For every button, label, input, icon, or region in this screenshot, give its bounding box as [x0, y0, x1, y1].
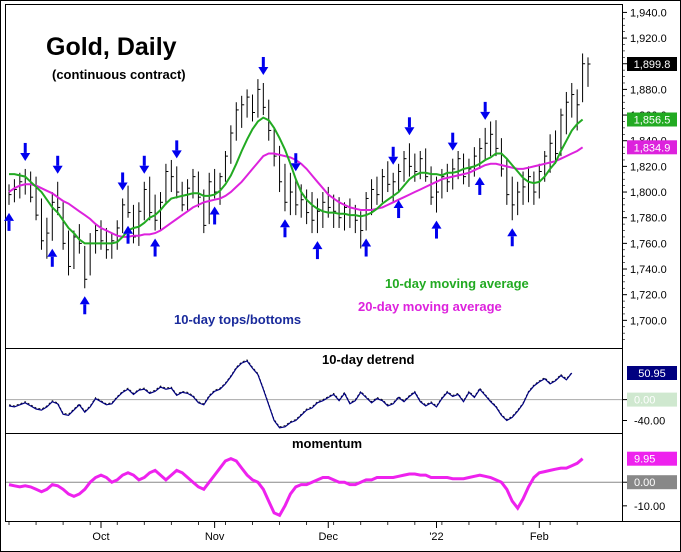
cycle-bottom-arrow — [361, 238, 372, 257]
ma20-annotation: 20-day moving average — [358, 299, 502, 314]
arrow-head — [117, 182, 128, 191]
chart-title: Gold, Daily — [46, 33, 177, 61]
cycle-bottom-arrow — [393, 200, 404, 219]
cycle-top-arrow — [139, 155, 150, 174]
arrow-head — [47, 248, 58, 257]
x-tick-label: Nov — [205, 531, 225, 543]
ma10-last-tag: 1,856.5 — [627, 112, 677, 127]
price-tick-label: 1,740.0 — [630, 264, 667, 276]
arrow-head — [150, 238, 161, 247]
price-tick-label: 1,780.0 — [630, 213, 667, 225]
ma10-last-value: 1,856.5 — [634, 115, 671, 127]
cycle-bottom-arrow — [150, 238, 161, 257]
arrow-head — [258, 66, 269, 75]
arrow-head — [393, 200, 404, 209]
arrow-head — [123, 225, 134, 234]
detrend-line — [8, 360, 573, 429]
detrend-title: 10-day detrend — [322, 352, 415, 367]
ma20-last-value: 1,834.9 — [634, 142, 671, 154]
arrow-head — [431, 220, 442, 229]
arrow-head — [361, 238, 372, 247]
cycle-top-arrow — [20, 142, 31, 161]
price-tick-label: 1,940.0 — [630, 7, 667, 19]
arrow-head — [447, 142, 458, 151]
cycle-top-arrow — [171, 140, 182, 159]
cycle-arrows — [4, 56, 518, 315]
detrend-zero-value: 0.00 — [634, 395, 655, 407]
cycle-top-arrow — [388, 146, 399, 165]
cycle-top-arrow — [258, 56, 269, 75]
price-tick-label: 1,760.0 — [630, 238, 667, 250]
detrend-last-value: 50.95 — [638, 368, 666, 380]
detrend-last-tag: 50.95 — [627, 366, 677, 380]
ma10-annotation: 10-day moving average — [385, 276, 529, 291]
arrow-head — [79, 296, 90, 305]
arrow-head — [312, 241, 323, 250]
cycle-bottom-arrow — [47, 248, 58, 267]
cycle-bottom-arrow — [279, 219, 290, 238]
price-tick-label: 1,720.0 — [630, 290, 667, 302]
cycle-top-arrow — [447, 132, 458, 151]
x-axis: Oct Nov Dec '22 Feb — [8, 521, 578, 543]
price-last-value: 1,899.8 — [634, 59, 671, 71]
arrow-head — [290, 163, 301, 172]
arrow-head — [139, 165, 150, 174]
price-tick-label: 1,820.0 — [630, 161, 667, 173]
cycle-bottom-arrow — [507, 228, 518, 247]
cycle-bottom-arrow — [79, 296, 90, 315]
x-tick-label: Oct — [92, 531, 109, 543]
arrow-head — [279, 219, 290, 228]
price-tick-label: 1,880.0 — [630, 84, 667, 96]
price-tick-label: 1,700.0 — [630, 315, 667, 327]
momentum-zero-value: 0.00 — [634, 477, 655, 489]
arrow-head — [480, 111, 491, 120]
x-tick-label: Feb — [530, 531, 549, 543]
cycle-bottom-arrow — [312, 241, 323, 260]
cycle-top-arrow — [480, 101, 491, 120]
cycle-bottom-arrow — [4, 212, 14, 231]
momentum-axis: -10.00 — [622, 481, 665, 513]
detrend-zero-tag: 0.00 — [627, 392, 677, 407]
ma20-last-tag: 1,834.9 — [627, 140, 677, 155]
cycle-bottom-arrow — [123, 225, 134, 244]
cycle-top-arrow — [404, 117, 415, 136]
arrow-head — [20, 152, 31, 161]
arrow-head — [507, 228, 518, 237]
cycle-top-arrow — [52, 155, 63, 174]
arrow-head — [474, 176, 485, 185]
momentum-zero-tag: 0.00 — [627, 475, 677, 490]
price-tick-label: 1,920.0 — [630, 33, 667, 45]
arrow-head — [388, 156, 399, 165]
cycle-bottom-arrow — [474, 176, 485, 195]
cycle-top-arrow — [290, 153, 301, 172]
detrend-axis: -40.00 — [622, 399, 665, 428]
arrow-head — [171, 150, 182, 159]
arrow-head — [209, 206, 220, 215]
cycles-annotation: 10-day tops/bottoms — [174, 312, 301, 327]
x-tick-label: '22 — [429, 531, 443, 543]
arrow-head — [4, 212, 14, 221]
cycle-bottom-arrow — [209, 206, 220, 225]
momentum-last-tag: 9.95 — [627, 451, 677, 466]
arrow-head — [52, 165, 63, 174]
momentum-tick-label: -10.00 — [634, 501, 665, 513]
price-bars — [8, 53, 591, 289]
chart-subtitle: (continuous contract) — [52, 67, 186, 82]
detrend-tick-label: -40.00 — [634, 416, 665, 428]
momentum-line — [8, 456, 584, 518]
arrow-head — [404, 127, 415, 136]
momentum-title: momentum — [292, 436, 362, 451]
cycle-top-arrow — [117, 172, 128, 191]
ma10-line — [9, 116, 584, 245]
momentum-last-value: 9.95 — [634, 454, 655, 466]
x-tick-label: Dec — [318, 531, 338, 543]
price-tick-label: 1,800.0 — [630, 187, 667, 199]
cycle-bottom-arrow — [431, 220, 442, 239]
price-last-tag: 1,899.8 — [627, 57, 677, 71]
